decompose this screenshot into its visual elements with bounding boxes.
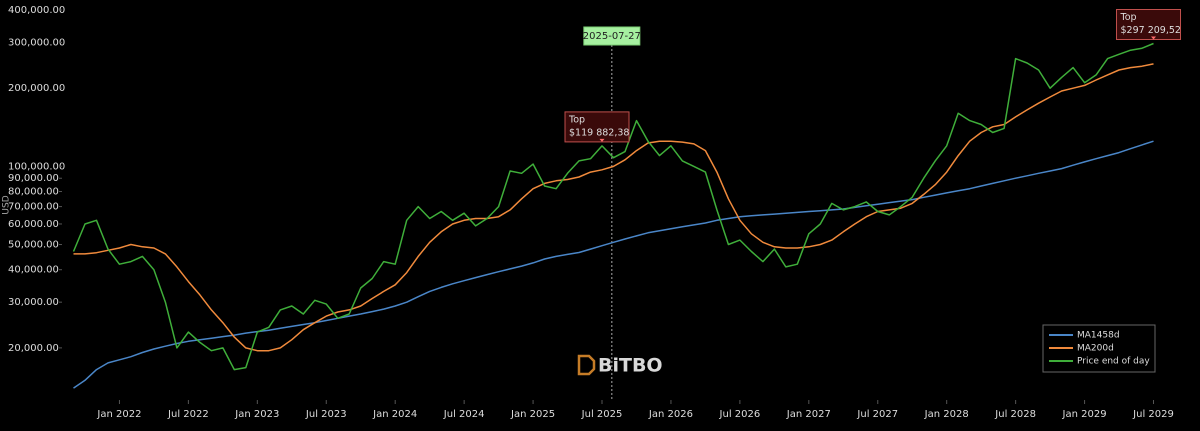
series-line — [73, 140, 1154, 389]
x-tick-label: Jul 2026 — [719, 409, 761, 420]
y-tick-label: 70,000.00 — [8, 202, 59, 213]
x-tick-label: Jan 2026 — [648, 409, 693, 420]
x-tick-label: Jul 2028 — [994, 409, 1036, 420]
top-arrow — [599, 138, 605, 142]
y-tick-label: 200,000.00 — [8, 83, 65, 94]
y-tick-label: 60,000.00 — [8, 219, 59, 230]
x-tick-label: Jan 2023 — [234, 409, 279, 420]
top-annotation: Top $119 882,38 — [564, 111, 630, 143]
top-value-label: $119 882,38 — [569, 127, 629, 138]
y-tick-label: 20,000.00 — [8, 343, 59, 354]
watermark: BiTBO — [577, 354, 663, 377]
legend-label: MA1458d — [1077, 331, 1120, 341]
series-line — [72, 42, 1154, 371]
x-tick-label: Jul 2023 — [305, 409, 347, 420]
top-annotation: Top $297 209,52 — [1116, 9, 1182, 41]
date-marker-label: 2025-07-27 — [583, 31, 641, 42]
top-label: Top — [568, 114, 585, 125]
series-line — [73, 63, 1154, 352]
top-label: Top — [1120, 12, 1137, 23]
y-tick-label: 400,000.00 — [8, 5, 65, 16]
y-tick-label: 50,000.00 — [8, 240, 59, 251]
x-tick-label: Jul 2022 — [167, 409, 209, 420]
legend-label: MA200d — [1077, 344, 1114, 354]
x-tick-label: Jan 2027 — [786, 409, 831, 420]
y-tick-label: 90,000.00 — [8, 173, 59, 184]
y-tick-label: 80,000.00 — [8, 187, 59, 198]
legend: MA1458d MA200d Price end of day — [1042, 324, 1156, 373]
x-tick-label: Jan 2029 — [1062, 409, 1107, 420]
x-tick-label: Jul 2025 — [581, 409, 623, 420]
top-value-label: $297 209,52 — [1121, 25, 1181, 36]
watermark-text: BiTBO — [598, 355, 663, 377]
y-tick-label: 100,000.00 — [8, 161, 65, 172]
x-tick-label: Jan 2028 — [924, 409, 969, 420]
y-axis-label: USD — [2, 195, 12, 214]
y-tick-label: 300,000.00 — [8, 37, 65, 48]
top-arrow — [1151, 36, 1157, 40]
date-marker: 2025-07-27 — [583, 26, 641, 46]
x-tick-label: Jan 2025 — [510, 409, 555, 420]
x-tick-label: Jul 2027 — [856, 409, 898, 420]
x-tick-label: Jul 2029 — [1132, 409, 1174, 420]
top-box — [564, 111, 630, 143]
top-box — [1116, 9, 1182, 41]
x-tick-label: Jul 2024 — [443, 409, 485, 420]
y-tick-label: 40,000.00 — [8, 265, 59, 276]
x-tick-label: Jan 2022 — [96, 409, 141, 420]
date-marker-box — [583, 26, 641, 46]
legend-label: Price end of day — [1077, 357, 1150, 367]
y-tick-label: 30,000.00 — [8, 297, 59, 308]
x-tick-label: Jan 2024 — [372, 409, 417, 420]
watermark-icon — [577, 354, 596, 376]
